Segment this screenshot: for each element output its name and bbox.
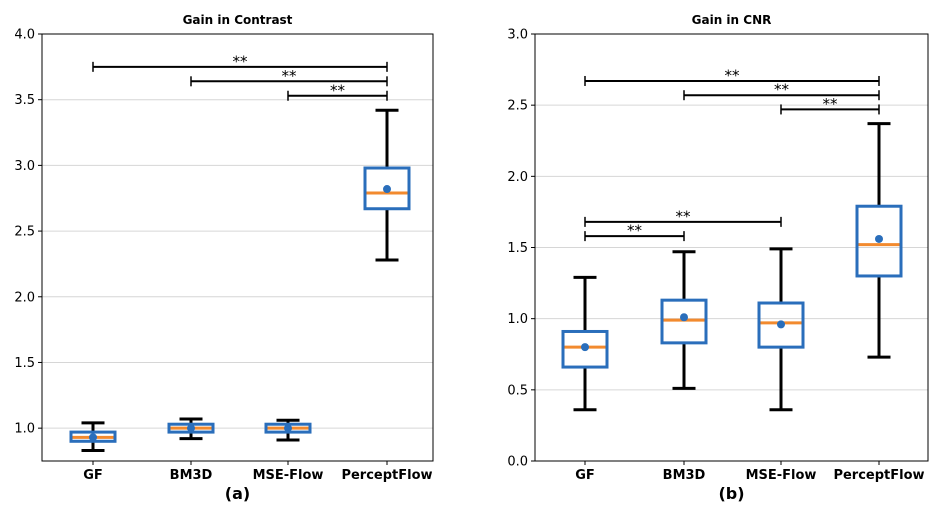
x-tick-label: PerceptFlow xyxy=(833,468,924,483)
chart-title: Gain in Contrast xyxy=(183,13,293,27)
x-tick-label: GF xyxy=(83,468,103,483)
significance-label: ** xyxy=(774,81,790,99)
significance-label: ** xyxy=(725,66,741,84)
x-tick-label: GF xyxy=(575,468,595,483)
y-tick-label: 2.5 xyxy=(14,225,35,240)
x-tick-label: BM3D xyxy=(663,468,706,483)
y-tick-label: 2.5 xyxy=(507,99,528,114)
box-iqr xyxy=(363,166,411,211)
y-tick-label: 3.0 xyxy=(14,159,35,174)
plot-frame xyxy=(534,33,929,462)
mean-point xyxy=(680,313,688,322)
mean-point xyxy=(187,424,195,433)
y-tick-label: 3.5 xyxy=(14,93,35,108)
x-tick-label: PerceptFlow xyxy=(341,468,432,483)
mean-point xyxy=(383,185,391,194)
panel-label: (b) xyxy=(718,484,744,503)
significance-label: ** xyxy=(233,52,249,70)
significance-label: ** xyxy=(676,207,692,225)
y-tick-label: 1.0 xyxy=(507,312,528,327)
y-tick-label: 3.0 xyxy=(507,28,528,43)
panel-b-gain-in-cnr: 0.0 0.5 1.0 1.5 2.0 2.5 3.0 Gain in CNR GF BM3D MS… xyxy=(507,13,929,503)
plot-frame xyxy=(41,33,434,462)
mean-point xyxy=(581,343,589,352)
y-tick-label: 2.0 xyxy=(507,170,528,185)
x-tick-label: MSE-Flow xyxy=(253,468,324,483)
y-tick-label: 1.0 xyxy=(14,422,35,437)
box-iqr xyxy=(855,204,903,278)
mean-point xyxy=(777,320,785,329)
y-tick-label: 2.0 xyxy=(14,290,35,305)
mean-point xyxy=(89,433,97,442)
panel-a-gain-in-contrast: 1.0 1.5 2.0 2.5 3.0 3.5 4.0 Gain in Contrast GF B… xyxy=(14,13,434,503)
mean-point xyxy=(875,234,883,243)
x-tick-label: BM3D xyxy=(170,468,213,483)
significance-label: ** xyxy=(330,81,346,99)
mean-point xyxy=(284,424,292,433)
chart-title: Gain in CNR xyxy=(692,13,772,27)
box-iqr xyxy=(757,301,805,349)
x-tick-label: MSE-Flow xyxy=(746,468,817,483)
significance-label: ** xyxy=(823,95,839,113)
box-iqr xyxy=(660,298,708,345)
panel-label: (a) xyxy=(225,484,250,503)
y-tick-label: 1.5 xyxy=(507,241,528,256)
y-tick-label: 1.5 xyxy=(14,356,35,371)
y-tick-label: 0.0 xyxy=(507,455,528,470)
y-tick-label: 0.5 xyxy=(507,383,528,398)
box-iqr xyxy=(561,329,609,369)
y-tick-label: 4.0 xyxy=(14,28,35,43)
significance-label: ** xyxy=(282,67,298,85)
significance-label: ** xyxy=(627,222,643,240)
